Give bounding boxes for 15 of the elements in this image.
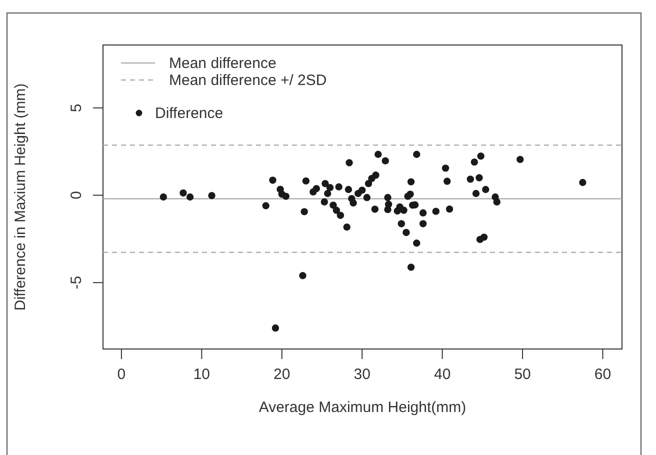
legend-label: Mean difference: [169, 55, 276, 72]
legend-label: Mean difference +/ 2SD: [169, 72, 327, 89]
y-tick-label: -5: [68, 276, 85, 290]
x-tick-label: 40: [434, 366, 451, 383]
x-tick-label: 50: [514, 366, 531, 383]
x-axis-title: Average Maximum Height(mm): [258, 399, 466, 416]
y-tick-label: 5: [68, 104, 85, 112]
x-tick-label: 60: [594, 366, 612, 383]
legend-label: Difference: [155, 105, 224, 122]
y-axis-title: Difference in Maxium Height (mm): [12, 83, 29, 311]
x-tick-label: 20: [274, 366, 290, 383]
x-tick-label: 30: [354, 366, 370, 383]
x-tick-label: 0: [117, 366, 126, 383]
y-tick-label: 0: [68, 191, 85, 200]
x-tick-label: 10: [193, 366, 210, 383]
